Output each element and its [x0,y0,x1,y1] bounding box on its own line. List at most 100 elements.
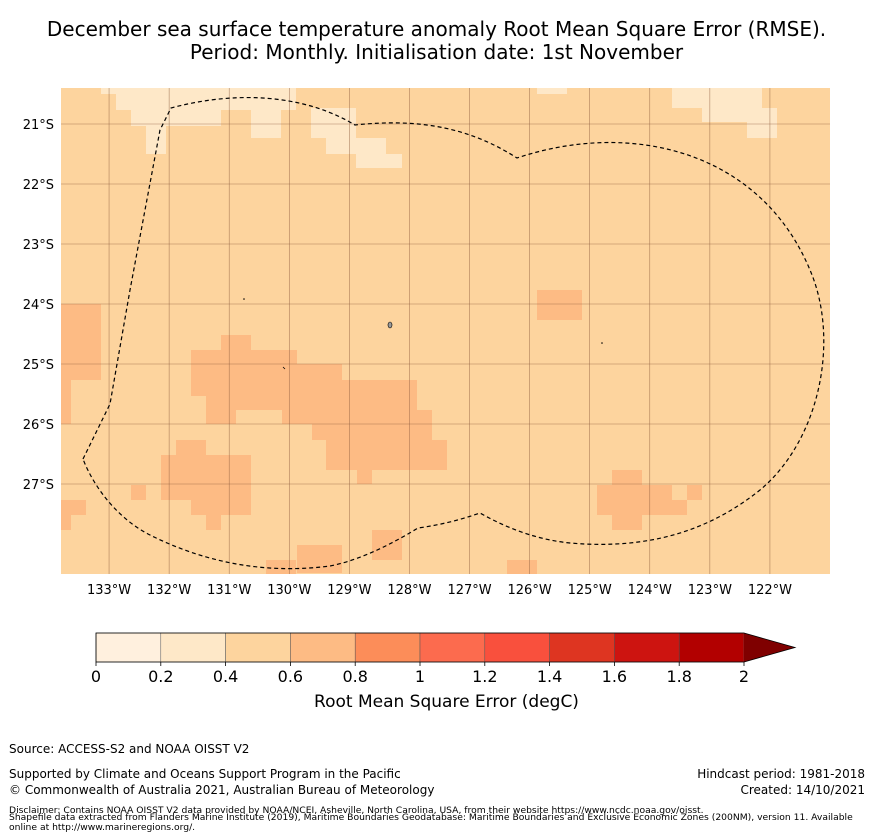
rmse-cell [326,440,447,470]
longitude-label: 122°W [748,583,792,598]
rmse-cell [672,88,762,108]
longitude-label: 124°W [628,583,672,598]
rmse-cell [357,470,372,484]
longitude-labels: 133°W 132°W 131°W 130°W 129°W 128°W 127°W 126°W… [87,583,792,598]
latitude-label: 26°S [23,418,54,433]
graticule [61,88,830,574]
rmse-cell [116,88,296,110]
colorbar-extend-arrow [744,633,795,662]
latitude-label: 24°S [23,298,54,313]
colorbar-tick-label: 0.4 [212,667,239,686]
supported-text: Supported by Climate and Oceans Support … [9,767,401,781]
chart-title-line-1: December sea surface temperature anomaly… [46,17,827,41]
rmse-cell [61,500,86,515]
map-frame: 21°S22°S23°S24°S25°S26°S27°S 133°W 132°W 1… [23,88,830,598]
rmse-cell [537,290,582,320]
colorbar-swatch [678,632,745,663]
colorbar-swatch [290,632,356,663]
colorbar-tick-label: 0.6 [277,667,304,686]
rmse-cell [131,485,146,500]
colorbar-tick-label: 1 [414,667,426,686]
rmse-cell [191,350,297,396]
colorbar-swatch [95,632,162,663]
colorbar-tick-label: 1.4 [536,667,563,686]
longitude-label: 127°W [447,583,491,598]
rmse-cell [146,126,166,154]
colorbar-outline [95,632,797,663]
colorbar-tick-label: 1.8 [666,667,692,686]
island [243,298,245,300]
latitude-label: 22°S [23,178,54,193]
island [387,321,393,329]
disclaimer-line-3: online at http://www.marineregions.org/. [9,822,196,833]
colorbar-swatch [225,632,291,663]
longitude-label: 129°W [327,583,371,598]
colorbar-tick-label: 0.8 [342,667,368,686]
colorbar-swatch [614,632,680,663]
latitude-label: 21°S [23,118,54,133]
rmse-cell [747,122,777,138]
rmse-cell [281,94,296,110]
colorbar-tick-label: 1.2 [472,667,498,686]
longitude-label: 130°W [267,583,311,598]
colorbar-swatch [549,632,615,663]
longitude-label: 125°W [568,583,612,598]
rmse-cell [507,560,537,574]
rmse-cell [161,455,251,500]
colorbar-swatch [160,632,226,663]
colorbar-label: Root Mean Square Error (degC) [314,692,579,712]
map-background [61,88,830,574]
rmse-cell [61,380,71,424]
rmse-cell [266,560,296,574]
copyright-text: © Commonwealth of Australia 2021, Austra… [9,783,435,797]
longitude-label: 131°W [207,583,251,598]
rmse-cell [356,154,402,168]
rmse-cell [176,440,206,455]
colorbar-tick-label: 0.2 [148,667,174,686]
disclaimer-line-2: Shapefile data extracted from Flanders M… [9,812,853,823]
rmse-cell [206,515,221,530]
rmse-cell [61,304,101,380]
chart-title-line-2: Period: Monthly. Initialisation date: 1s… [189,40,684,64]
colorbar-swatch [419,632,486,663]
longitude-label: 123°W [688,583,732,598]
rmse-cells [61,88,777,574]
rmse-cell [417,410,432,424]
eez-boundary [82,96,825,570]
rmse-cell [326,138,386,154]
longitude-label: 128°W [387,583,431,598]
rmse-cell [131,110,221,126]
rmse-cell [612,515,642,530]
rmse-cell [61,515,71,530]
source-text: Source: ACCESS-S2 and NOAA OISST V2 [9,742,250,756]
colorbar-swatch [484,632,550,663]
latitude-labels: 21°S 22°S 23°S 24°S 25°S 26°S 27°S [23,118,54,493]
rmse-cell [282,364,342,424]
colorbar-tick-label: 0 [90,667,102,686]
colorbar [95,632,797,666]
colorbar-swatch [354,632,421,663]
island [282,366,286,370]
colorbar-tick-label: 1.6 [601,667,628,686]
rmse-cell [191,500,251,515]
rmse-cell [597,485,672,515]
longitude-label: 133°W [87,583,131,598]
latitude-label: 25°S [23,358,54,373]
rmse-cell [206,396,236,424]
disclaimer-line-1: Disclaimer: Contains NOAA OISST V2 data … [9,805,704,816]
longitude-label: 126°W [508,583,552,598]
rmse-cell [537,88,567,94]
island [601,342,603,344]
latitude-label: 27°S [23,478,54,493]
hindcast-period: Hindcast period: 1981-2018 [697,767,865,781]
rmse-cell [221,335,251,350]
rmse-cell [312,424,432,440]
rmse-cell [687,485,702,500]
latitude-label: 23°S [23,238,54,253]
rmse-cell [101,88,121,94]
rmse-cell [372,530,402,560]
longitude-label: 132°W [147,583,191,598]
rmse-cell [236,396,296,410]
rmse-cell [612,470,642,485]
